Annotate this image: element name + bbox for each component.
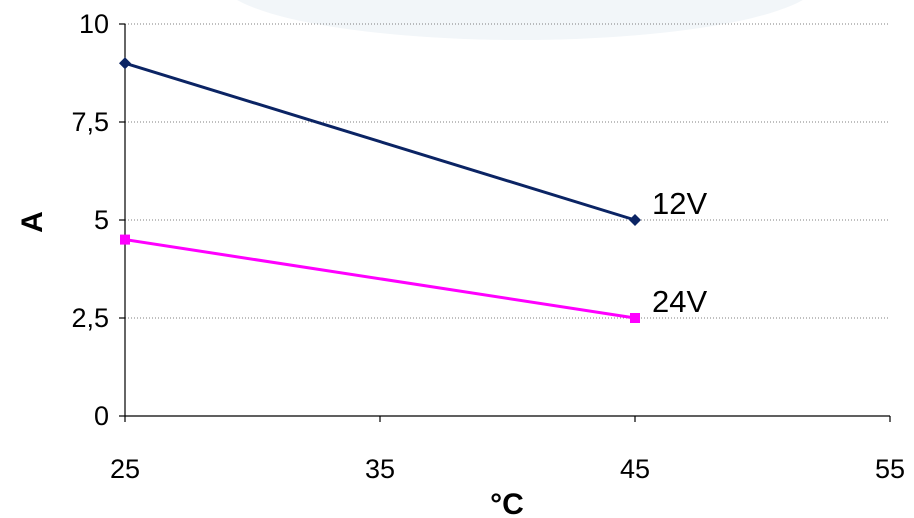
gridlines [125,23,890,319]
x-tick-label: 55 [875,454,905,484]
background-glow [237,0,803,40]
x-tick-label: 35 [365,454,395,484]
data-point-24v [120,234,130,245]
series-label-12v: 12V [652,186,707,221]
series-lines [124,61,636,320]
y-axis-title: A [16,211,49,233]
x-tick-labels: 25 35 45 55 [110,454,905,484]
x-tick-label: 25 [110,454,140,484]
series-markers [119,57,641,323]
axes [119,23,891,422]
y-tick-label: 0 [94,401,109,431]
data-point-24v [630,313,640,323]
y-tick-label: 7,5 [71,107,109,137]
x-tick-label: 45 [620,454,650,484]
y-tick-label: 10 [79,9,109,39]
y-tick-labels: 0 2,5 5 7,5 10 [71,9,109,431]
data-point-12v [629,214,641,226]
y-tick-label: 2,5 [71,303,109,333]
series-line-12v [124,61,636,222]
data-point-12v [119,57,131,70]
series-labels: 12V 24V [652,186,707,319]
series-label-24v: 24V [652,284,707,319]
x-axis-title: °C [490,488,524,518]
y-tick-label: 5 [94,205,109,235]
series-line-24v [124,238,636,320]
